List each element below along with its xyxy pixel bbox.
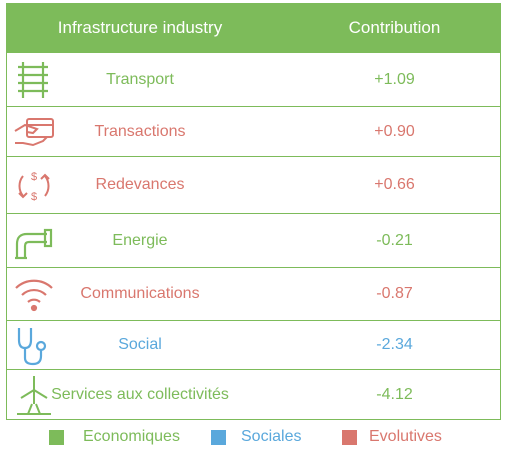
row-value: +0.90 (374, 122, 415, 140)
row-value: -0.21 (376, 231, 413, 249)
row-value: +1.09 (374, 70, 415, 88)
stethoscope-icon (13, 324, 55, 366)
row-value: -0.87 (376, 285, 413, 302)
row-label: Transactions (94, 122, 186, 140)
table-row: Social -2.34 (7, 321, 500, 370)
pipe-icon (13, 220, 55, 262)
table-row: Energie -0.21 (7, 214, 500, 268)
svg-text:$: $ (31, 191, 37, 203)
wind-turbine-icon (13, 374, 55, 416)
railway-track-icon (13, 59, 55, 101)
row-label: Energie (112, 231, 168, 249)
legend-item-economiques: Economiques (49, 428, 180, 446)
money-cycle-icon: $ $ (13, 164, 55, 206)
row-label: Communications (80, 285, 200, 302)
table-row: Communications -0.87 (7, 268, 500, 321)
row-label: Services aux collectivités (51, 385, 229, 403)
legend-swatch (342, 429, 357, 445)
header-contribution: Contribution (348, 18, 441, 37)
table-row: $ $ Redevances +0.66 (7, 157, 500, 214)
legend-label: Economiques (83, 428, 180, 445)
row-label: Redevances (95, 176, 185, 193)
legend-item-sociales: Sociales (211, 428, 301, 446)
legend-swatch (211, 429, 226, 445)
row-value: -4.12 (376, 385, 413, 403)
row-label: Transport (106, 70, 174, 88)
row-value: -2.34 (376, 336, 413, 353)
legend-swatch (49, 429, 64, 445)
legend-label: Evolutives (369, 428, 442, 445)
table-row: Transport +1.09 (7, 53, 500, 107)
svg-text:$: $ (31, 171, 37, 183)
row-label: Social (118, 336, 162, 353)
contribution-table: Infrastructure industry Contribution Tra… (6, 3, 501, 420)
table-row: Transactions +0.90 (7, 107, 500, 157)
card-payment-icon (13, 111, 55, 153)
legend-item-evolutives: Evolutives (342, 428, 442, 446)
row-value: +0.66 (374, 176, 415, 193)
wifi-icon (13, 273, 55, 315)
table-row: Services aux collectivités -4.12 (7, 370, 500, 420)
legend-label: Sociales (241, 428, 302, 445)
table-header: Infrastructure industry Contribution (7, 3, 500, 53)
header-industry: Infrastructure industry (57, 18, 223, 37)
